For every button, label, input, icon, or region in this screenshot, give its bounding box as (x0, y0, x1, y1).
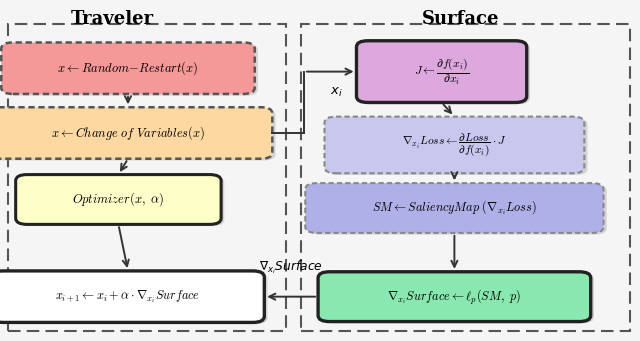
FancyBboxPatch shape (321, 273, 594, 323)
Text: Traveler: Traveler (70, 10, 154, 28)
FancyBboxPatch shape (0, 107, 273, 159)
FancyBboxPatch shape (0, 271, 264, 323)
Text: $\nabla_{x_i}\mathit{Loss} \leftarrow \dfrac{\partial \mathit{Loss}}{\partial f(: $\nabla_{x_i}\mathit{Loss} \leftarrow \d… (402, 132, 507, 158)
FancyBboxPatch shape (356, 41, 527, 102)
Text: $x_{i+1} \leftarrow x_i + \alpha \cdot \nabla_{x_i}\mathit{Surface}$: $x_{i+1} \leftarrow x_i + \alpha \cdot \… (56, 288, 200, 305)
FancyBboxPatch shape (19, 176, 225, 226)
FancyBboxPatch shape (318, 272, 591, 322)
Text: $\nabla_{x_i}\mathit{Surface}$: $\nabla_{x_i}\mathit{Surface}$ (259, 259, 323, 277)
Text: $\nabla_{x_i}\mathit{Surface} \leftarrow \ell_p(\mathit{SM},\ p)$: $\nabla_{x_i}\mathit{Surface} \leftarrow… (387, 287, 522, 306)
Bar (301, 24, 630, 331)
Text: $x_i$: $x_i$ (330, 86, 343, 99)
FancyBboxPatch shape (0, 273, 268, 324)
Text: $x \leftarrow \mathit{Random\!-\!Restart}(x)$: $x \leftarrow \mathit{Random\!-\!Restart… (57, 59, 199, 77)
Text: $J \leftarrow \dfrac{\partial f(x_i)}{\partial x_i}$: $J \leftarrow \dfrac{\partial f(x_i)}{\p… (414, 56, 469, 87)
FancyBboxPatch shape (0, 109, 275, 161)
FancyBboxPatch shape (328, 118, 588, 175)
Text: $x \leftarrow \mathit{Change\ of\ Variables}(x)$: $x \leftarrow \mathit{Change\ of\ Variab… (51, 124, 205, 142)
FancyBboxPatch shape (324, 117, 584, 173)
FancyBboxPatch shape (360, 42, 530, 104)
Text: $\mathit{Optimizer}(x,\ \alpha)$: $\mathit{Optimizer}(x,\ \alpha)$ (72, 191, 164, 208)
Text: $\mathit{SM} \leftarrow \mathit{SaliencyMap}\ (\nabla_{x_i}\mathit{Loss})$: $\mathit{SM} \leftarrow \mathit{Saliency… (372, 199, 537, 217)
Bar (8, 24, 286, 331)
FancyBboxPatch shape (4, 44, 258, 95)
Text: Surface: Surface (422, 10, 500, 28)
FancyBboxPatch shape (308, 185, 607, 235)
FancyBboxPatch shape (1, 42, 255, 94)
FancyBboxPatch shape (16, 175, 221, 224)
FancyBboxPatch shape (305, 183, 604, 233)
